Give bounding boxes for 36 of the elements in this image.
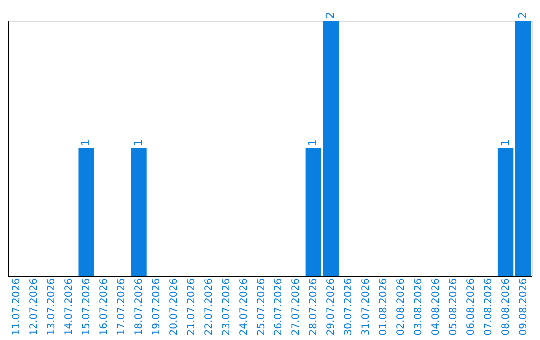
- x-tick-label: 21.07.2026: [186, 278, 198, 336]
- data-label: 1: [132, 140, 145, 146]
- x-tick-label: 25.07.2026: [256, 278, 268, 336]
- x-tick-label: 05.08.2026: [448, 278, 460, 336]
- x-tick-label: 22.07.2026: [204, 278, 215, 336]
- x-tick-label: 27.07.2026: [291, 278, 302, 336]
- x-tick-label: 06.08.2026: [466, 278, 477, 336]
- x-tick-label: 13.07.2026: [46, 278, 58, 336]
- x-tick-label: 30.07.2026: [344, 278, 355, 336]
- x-tick-label: 23.07.2026: [221, 278, 232, 336]
- x-tick-label: 31.07.2026: [361, 278, 372, 336]
- x-tick-label: 16.07.2026: [99, 278, 110, 336]
- x-tick-label: 08.08.2026: [500, 278, 512, 336]
- x-tick-label: 09.08.2026: [518, 278, 530, 336]
- x-tick-label: 24.07.2026: [238, 278, 250, 336]
- x-tick-label: 19.07.2026: [151, 278, 162, 336]
- x-tick-label: 28.07.2026: [308, 278, 320, 336]
- data-label: 2: [516, 12, 530, 19]
- data-label: 2: [324, 12, 338, 19]
- data-label: 1: [498, 140, 512, 146]
- x-tick-label: 15.07.2026: [82, 278, 93, 336]
- x-tick-label: 20.07.2026: [168, 278, 180, 336]
- x-tick-label: 03.08.2026: [413, 278, 424, 336]
- x-tick-label: 04.08.2026: [430, 278, 442, 336]
- x-tick-label: 07.08.2026: [483, 278, 494, 336]
- data-label: 1: [306, 140, 320, 146]
- x-tick-label: 17.07.2026: [116, 278, 128, 336]
- data-label: 1: [80, 140, 93, 146]
- x-tick-label: 29.07.2026: [326, 278, 338, 336]
- x-tick-label: 14.07.2026: [64, 278, 76, 336]
- x-tick-label: 11.07.2026: [12, 278, 23, 336]
- x-tick-label: 12.07.2026: [29, 278, 40, 336]
- x-tick-label: 26.07.2026: [274, 278, 285, 336]
- x-tick-label: 18.07.2026: [134, 278, 145, 336]
- x-tick-label: 02.08.2026: [396, 278, 407, 336]
- x-tick-label: 01.08.2026: [378, 278, 390, 336]
